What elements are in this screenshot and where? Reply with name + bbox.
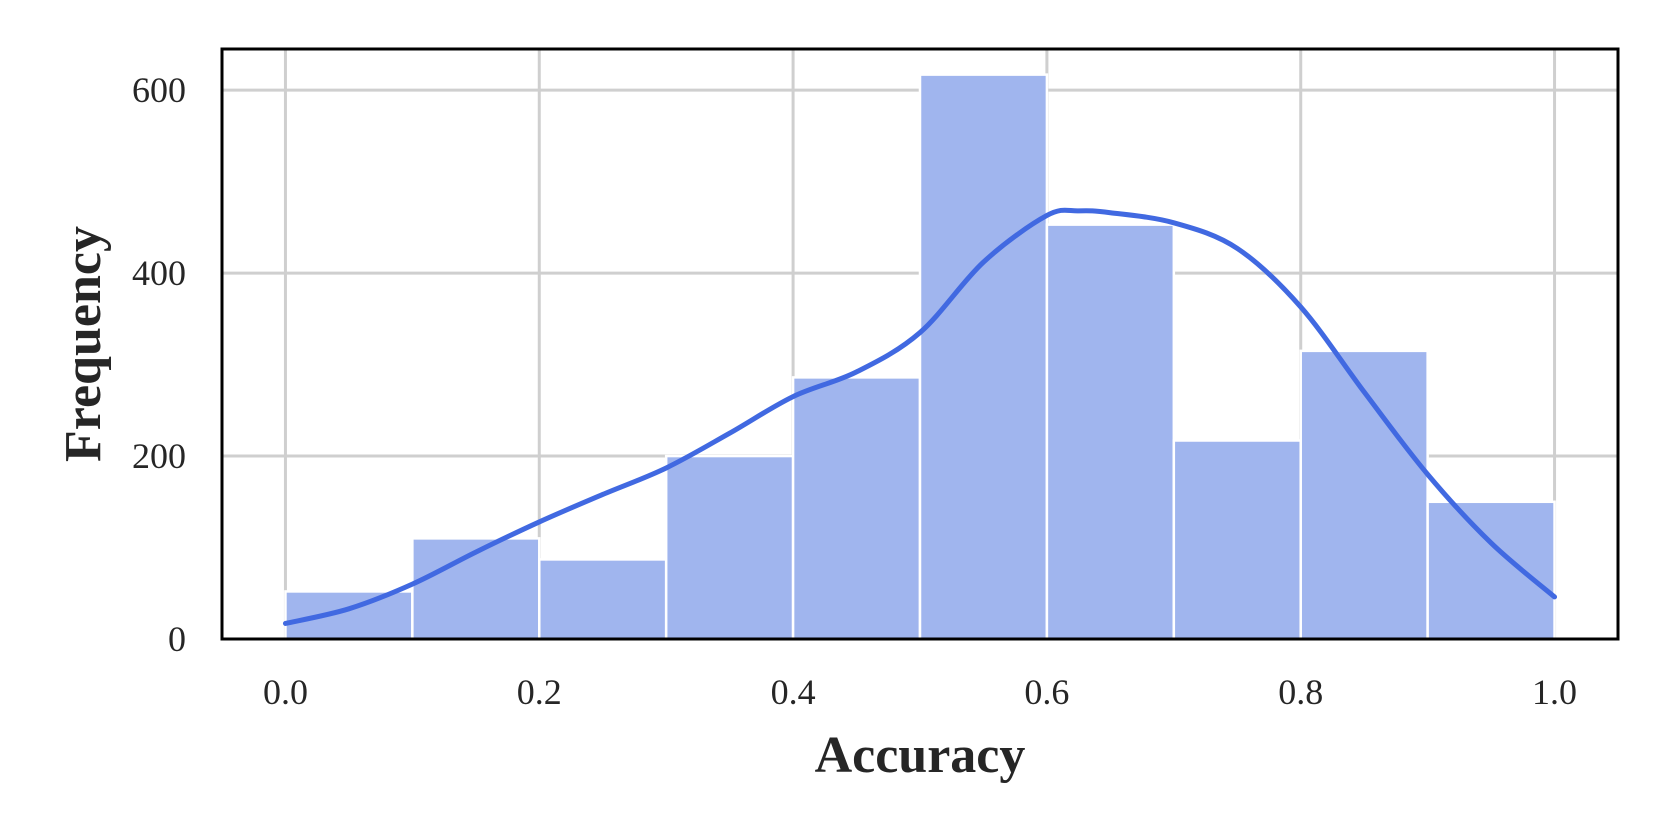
histogram-bar-7 — [1172, 439, 1302, 641]
histogram-bar-1 — [411, 537, 541, 641]
x-tick-label-2: 0.4 — [771, 672, 816, 712]
histogram-bar-9 — [1426, 500, 1556, 641]
x-tick-label-4: 0.8 — [1278, 672, 1323, 712]
y-tick-label-1: 200 — [132, 436, 186, 476]
x-axis-label: Accuracy — [815, 727, 1026, 784]
x-tick-label-1: 0.2 — [517, 672, 562, 712]
histogram-bar-6 — [1045, 223, 1176, 641]
y-tick-label-2: 400 — [132, 253, 186, 293]
kde-curve — [282, 207, 1558, 626]
x-tick-label-0: 0.0 — [263, 672, 308, 712]
kde-curve-layer — [282, 207, 1558, 626]
y-tick-label-0: 0 — [168, 619, 186, 659]
plot-frame — [220, 47, 1620, 641]
histogram-bar-3 — [664, 454, 795, 641]
x-tick-labels: 0.0 0.2 0.4 0.6 0.8 1.0 — [263, 672, 1577, 712]
x-tick-label-3: 0.6 — [1024, 672, 1069, 712]
x-tick-label-5: 1.0 — [1532, 672, 1577, 712]
histogram-bar-4 — [791, 376, 922, 641]
histogram-bar-2 — [538, 558, 668, 641]
histogram-bar-0 — [284, 590, 414, 641]
y-tick-labels: 0 200 400 600 — [132, 70, 186, 659]
histogram-bar-5 — [918, 73, 1049, 641]
histogram-bar-8 — [1299, 349, 1429, 641]
y-tick-label-3: 600 — [132, 70, 186, 110]
y-axis-label: Frequency — [55, 226, 112, 462]
